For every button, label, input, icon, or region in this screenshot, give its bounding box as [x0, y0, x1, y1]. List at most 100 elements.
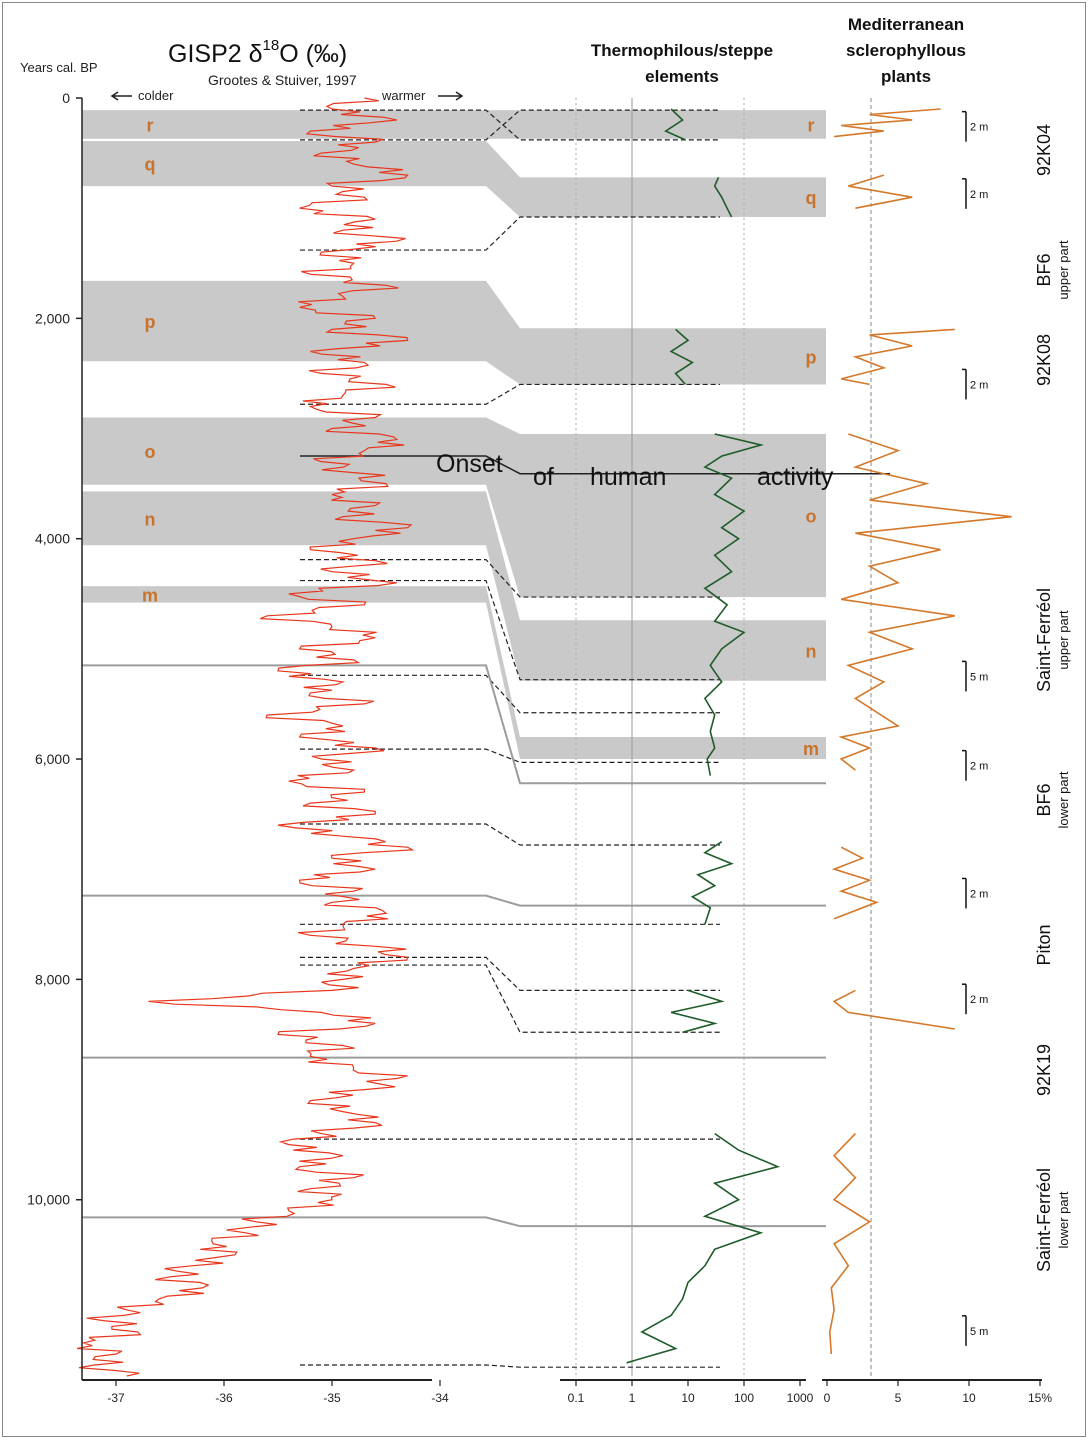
zone-band-p: [82, 280, 826, 385]
link-dashed-1: [300, 109, 720, 141]
record-sub-3: upper part: [1056, 610, 1071, 670]
y-tick-label-1: 2,000: [35, 310, 70, 326]
arrow-warmer-icon: [438, 91, 464, 101]
medit-x-tick-label-1: 5: [895, 1391, 902, 1405]
medit-line: [828, 108, 1012, 1355]
link-dashed-4: [300, 559, 720, 598]
chart-title: GISP2 δ18O (‰): [168, 37, 347, 68]
arrow-warmer-label: warmer: [381, 88, 426, 103]
gisp2-line: [76, 97, 415, 1377]
title-pre: GISP2 δ: [168, 40, 263, 68]
record-label-4: BF6 lower part: [1034, 771, 1071, 828]
link-dashed-8: [300, 823, 720, 846]
link-dashed-5: [300, 579, 720, 681]
record-label-2: 92K08: [1034, 334, 1054, 386]
chart-subtitle: Grootes & Stuiver, 1997: [208, 72, 357, 88]
thermo-title-2: elements: [645, 67, 719, 86]
y-axis-label: Years cal. BP: [20, 60, 98, 75]
scale-bar-label-4: 2 m: [970, 761, 988, 773]
link-dashed-7: [300, 748, 720, 763]
record-label-7: Saint-Ferréol lower part: [1034, 1168, 1071, 1272]
record-label-1: BF6 upper part: [1034, 240, 1071, 300]
y-tick-label-3: 6,000: [35, 751, 70, 767]
annotation-activity: activity: [757, 463, 834, 491]
zone-label-left-o: o: [145, 442, 156, 462]
link-dashed-10: [300, 956, 720, 991]
y-tick-label-2: 4,000: [35, 531, 70, 547]
scale-bar-label-5: 2 m: [970, 888, 988, 900]
annotation-human: human: [590, 463, 666, 491]
zone-label-right-q: q: [806, 188, 817, 208]
y-tick-label-5: 10,000: [27, 1192, 70, 1208]
thermo-x-tick-label-3: 100: [734, 1391, 754, 1405]
link-dashed-2: [300, 216, 720, 251]
medit-title-3: plants: [881, 67, 931, 86]
medit-title-1: Mediterranean: [848, 15, 964, 34]
link-solid-0: [82, 664, 826, 785]
scale-bar-label-0: 2 m: [970, 122, 988, 134]
axes: 0 2,000 4,000 6,000 8,000 10,000 -37 -36 -35 -34 0…: [27, 90, 1052, 1405]
gisp2-x-tick-label-0: -37: [107, 1391, 125, 1405]
arrow-colder-icon: [110, 91, 132, 101]
grid-lines: [575, 98, 872, 1376]
zone-label-left-p: p: [145, 312, 156, 332]
gisp2-x-tick-label-2: -35: [323, 1391, 341, 1405]
record-name-3: Saint-Ferréol: [1034, 588, 1054, 692]
record-name-2: 92K08: [1034, 334, 1054, 386]
zone-label-left-q: q: [145, 155, 156, 175]
thermo-line: [626, 108, 781, 1364]
zone-label-right-o: o: [806, 507, 817, 527]
thermo-x-tick-label-1: 1: [629, 1391, 636, 1405]
zone-band-o: [82, 417, 826, 598]
record-name-0: 92K04: [1034, 124, 1054, 176]
record-name-1: BF6: [1034, 253, 1054, 286]
record-name-4: BF6: [1034, 783, 1054, 816]
record-name-7: Saint-Ferréol: [1034, 1168, 1054, 1272]
zone-label-right-p: p: [806, 347, 817, 367]
annotation-onset: Onset: [436, 450, 503, 478]
gisp2-x-tick-label-1: -36: [215, 1391, 233, 1405]
thermo-x-tick-label-2: 10: [681, 1391, 695, 1405]
zone-label-right-r: r: [807, 115, 814, 135]
title-sup: 18: [263, 37, 280, 54]
gisp2-x-tick-label-3: -34: [431, 1391, 449, 1405]
medit-x-tick-label-0: 0: [824, 1391, 831, 1405]
scale-bar-label-6: 2 m: [970, 994, 988, 1006]
zone-label-left-n: n: [145, 509, 156, 529]
zone-band-r: [82, 110, 826, 139]
annotation-of: of: [533, 463, 554, 491]
zone-band-n: [82, 491, 826, 681]
link-dashed-6: [300, 674, 720, 714]
y-tick-label-4: 8,000: [35, 971, 70, 987]
medit-x-tick-label-3: 15%: [1028, 1391, 1052, 1405]
record-label-5: Piton: [1034, 924, 1054, 965]
record-label-3: Saint-Ferréol upper part: [1034, 588, 1071, 692]
link-dashed-11: [300, 964, 720, 1033]
zone-label-right-n: n: [806, 642, 817, 662]
correlation-links: [82, 109, 890, 1368]
thermo-x-tick-label-0: 0.1: [568, 1391, 585, 1405]
medit-x-tick-label-2: 10: [962, 1391, 976, 1405]
record-sub-1: upper part: [1056, 240, 1071, 300]
medit-title-2: sclerophyllous: [846, 41, 966, 60]
scale-bar-label-3: 5 m: [970, 671, 988, 683]
link-dashed-13: [300, 1364, 720, 1368]
record-label-6: 92K19: [1034, 1044, 1054, 1096]
scale-bar-label-2: 2 m: [970, 379, 988, 391]
series: [76, 97, 1012, 1377]
arrow-colder-label: colder: [138, 88, 174, 103]
record-label-0: 92K04: [1034, 124, 1054, 176]
zone-label-left-r: r: [146, 115, 153, 135]
scale-bar-label-7: 5 m: [970, 1326, 988, 1338]
link-solid-1: [82, 894, 826, 907]
scale-bar-label-1: 2 m: [970, 189, 988, 201]
link-solid-3: [82, 1216, 826, 1228]
link-dashed-3: [300, 383, 720, 405]
record-name-6: 92K19: [1034, 1044, 1054, 1096]
title-post: O (‰): [279, 40, 347, 68]
zone-label-left-m: m: [142, 585, 158, 605]
zone-band-q: [82, 140, 826, 217]
zone-label-right-m: m: [803, 739, 819, 759]
